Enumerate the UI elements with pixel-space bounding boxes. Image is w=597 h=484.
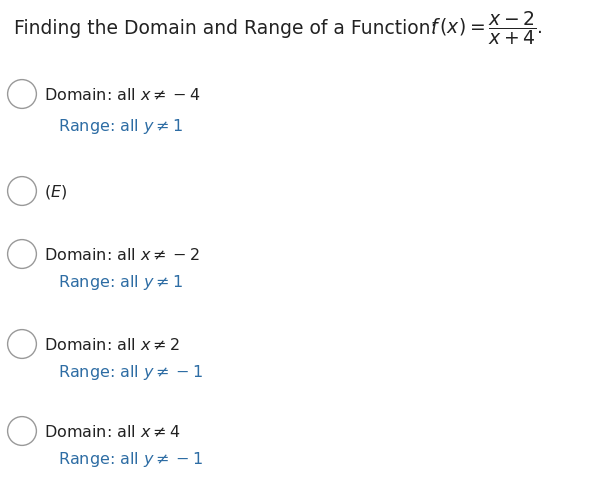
Text: Domain: all $x \neq 4$: Domain: all $x \neq 4$ — [44, 423, 181, 439]
Text: $(E)$: $(E)$ — [44, 182, 67, 200]
Text: $f\,(x) = \dfrac{x-2}{x+4}.$: $f\,(x) = \dfrac{x-2}{x+4}.$ — [430, 9, 543, 47]
Text: Range: all $y \neq 1$: Range: all $y \neq 1$ — [58, 117, 183, 136]
Text: Domain: all $x \neq -2$: Domain: all $x \neq -2$ — [44, 246, 199, 262]
Text: Range: all $y \neq -1$: Range: all $y \neq -1$ — [58, 363, 203, 382]
Text: Domain: all $x \neq 2$: Domain: all $x \neq 2$ — [44, 336, 180, 352]
Text: Finding the Domain and Range of a Function:: Finding the Domain and Range of a Functi… — [14, 18, 449, 37]
Text: Range: all $y \neq -1$: Range: all $y \neq -1$ — [58, 450, 203, 469]
Text: Domain: all $x \neq -4$: Domain: all $x \neq -4$ — [44, 87, 200, 103]
Text: Range: all $y \neq 1$: Range: all $y \neq 1$ — [58, 273, 183, 292]
